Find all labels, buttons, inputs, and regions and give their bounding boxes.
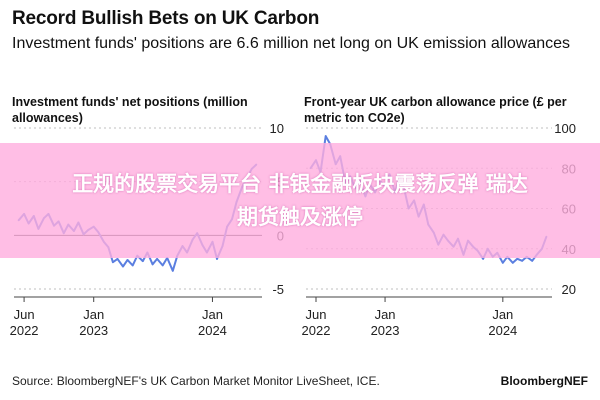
data-point-positions-22 xyxy=(126,259,129,261)
data-point-price-35 xyxy=(482,257,485,260)
x-tick-label-positions-1-0: Jan xyxy=(83,307,104,322)
data-point-positions-29 xyxy=(161,264,164,267)
data-point-price-42 xyxy=(516,257,519,260)
chart-title-price: Front-year UK carbon allowance price (£ … xyxy=(304,95,567,125)
data-point-price-3 xyxy=(324,135,327,137)
header: Record Bullish Bets on UK Carbon Investm… xyxy=(12,8,588,53)
y-tick-label-price-4: 20 xyxy=(562,282,576,297)
x-tick-label-price-2-0: Jan xyxy=(492,307,513,322)
data-point-positions-31 xyxy=(171,269,174,272)
y-tick-label-positions-3: -5 xyxy=(272,282,284,297)
data-point-positions-20 xyxy=(116,258,119,260)
data-point-positions-25 xyxy=(141,260,144,262)
brand-logo-text: BloombergNEF xyxy=(500,374,588,388)
x-tick-label-positions-0-1: 2022 xyxy=(10,323,39,338)
data-point-price-39 xyxy=(501,261,504,264)
x-tick-label-positions-2-1: 2024 xyxy=(198,323,227,338)
page-subtitle: Investment funds' positions are 6.6 mill… xyxy=(12,35,571,52)
overlay-text-line-1: 正规的股票交易平台 非银金融板块震荡反弹 瑞达 xyxy=(72,171,528,196)
data-point-price-43 xyxy=(521,259,524,262)
x-tick-label-price-0-0: Jun xyxy=(306,307,327,322)
chart-title-positions: Investment funds' net positions (million… xyxy=(12,95,248,125)
data-point-positions-40 xyxy=(216,258,218,260)
data-point-price-41 xyxy=(511,261,514,264)
data-point-positions-21 xyxy=(122,265,124,268)
x-tick-label-price-0-1: 2022 xyxy=(302,323,331,338)
data-point-positions-23 xyxy=(131,264,134,267)
x-tick-label-positions-2-0: Jan xyxy=(202,307,223,322)
x-tick-label-price-2-1: 2024 xyxy=(488,323,517,338)
promo-overlay-banner: 正规的股票交易平台 非银金融板块震荡反弹 瑞达 期货触及涨停 xyxy=(0,143,600,258)
source-note: Source: BloombergNEF's UK Carbon Market … xyxy=(12,374,380,388)
page-title: Record Bullish Bets on UK Carbon xyxy=(12,8,320,29)
y-tick-label-positions-0: 10 xyxy=(270,121,284,136)
overlay-text-line-2: 期货触及涨停 xyxy=(237,204,363,229)
y-tick-label-price-0: 100 xyxy=(554,121,576,136)
x-tick-label-price-1-1: 2023 xyxy=(371,323,400,338)
data-point-price-45 xyxy=(531,259,534,262)
x-tick-label-positions-0-0: Jun xyxy=(14,307,35,322)
data-point-positions-19 xyxy=(112,261,114,264)
data-point-positions-27 xyxy=(151,263,154,266)
data-point-positions-28 xyxy=(156,258,159,260)
x-tick-label-price-1-0: Jan xyxy=(375,307,396,322)
x-tick-label-positions-1-1: 2023 xyxy=(79,323,108,338)
